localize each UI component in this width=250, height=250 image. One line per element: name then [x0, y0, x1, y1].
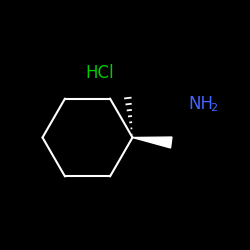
Text: 2: 2 — [210, 103, 217, 113]
Polygon shape — [132, 137, 172, 148]
Text: NH: NH — [189, 95, 214, 113]
Text: HCl: HCl — [86, 64, 114, 82]
